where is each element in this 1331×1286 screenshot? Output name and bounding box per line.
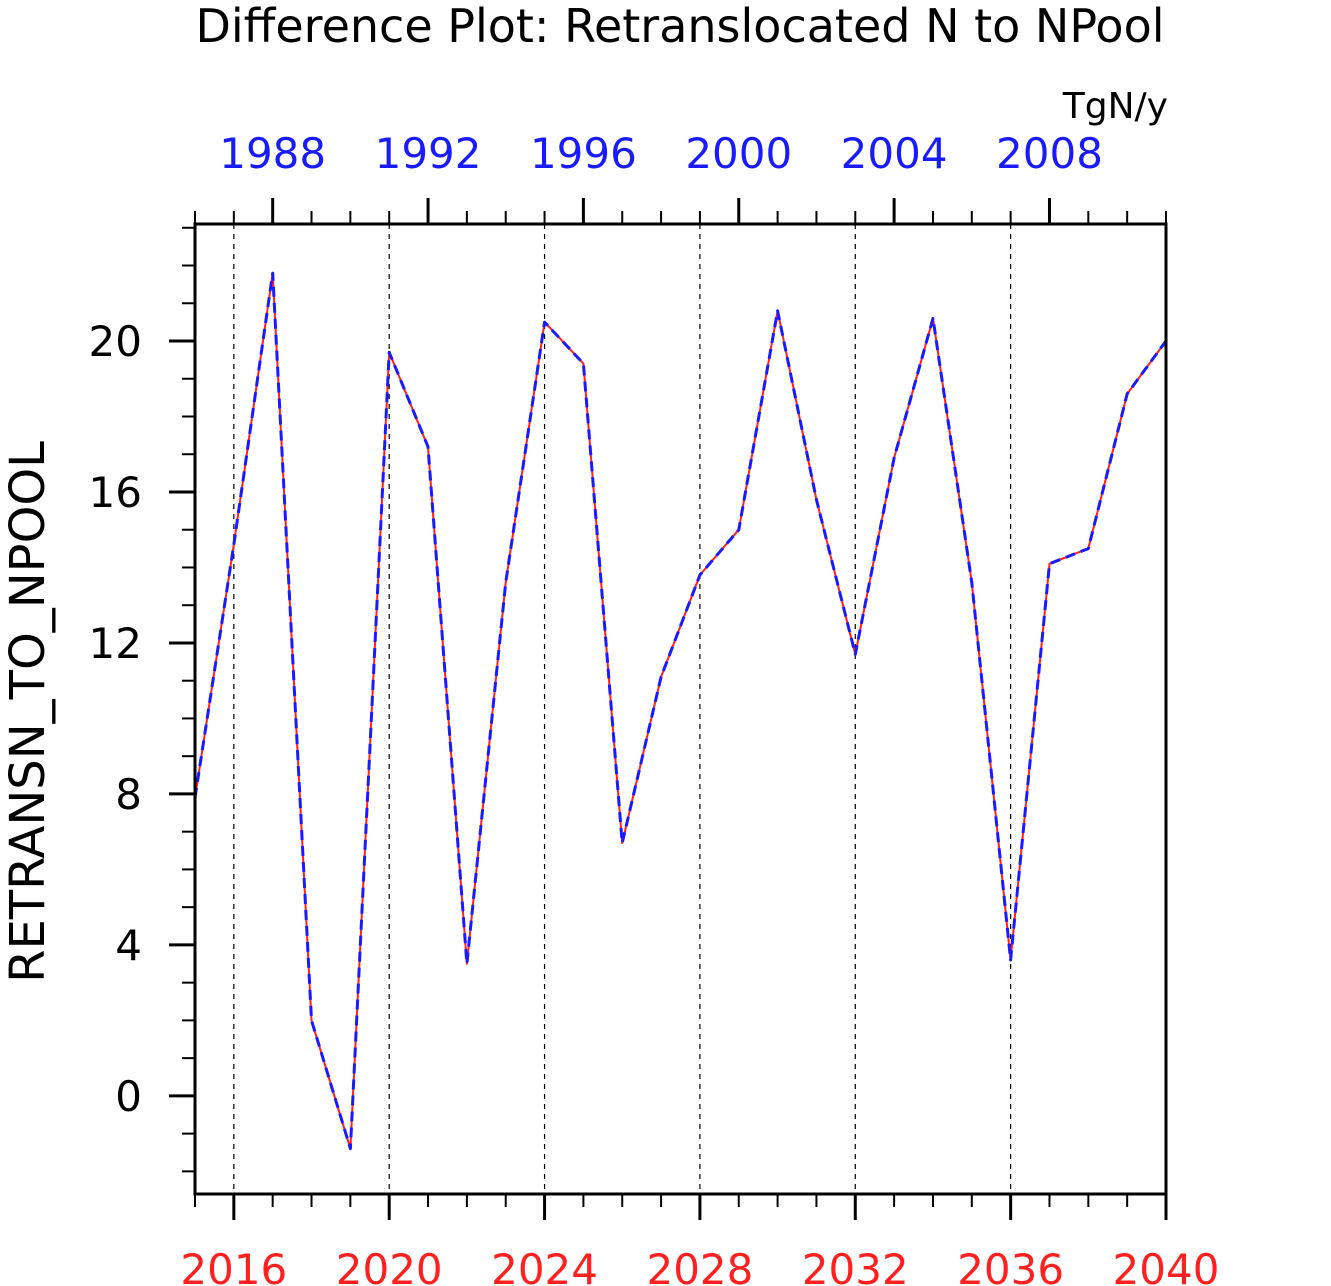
bottom-tick-label-2020: 2020: [336, 1245, 443, 1286]
y-tick-label-16: 16: [89, 468, 142, 517]
bottom-tick-label-2016: 2016: [180, 1245, 287, 1286]
top-tick-label-2008: 2008: [996, 129, 1103, 178]
y-tick-label-12: 12: [89, 619, 142, 668]
top-tick-label-2004: 2004: [841, 129, 948, 178]
y-axis-label: RETRANSN_TO_NPOOL: [0, 441, 56, 983]
y-tick-label-8: 8: [115, 770, 142, 819]
top-tick-label-1992: 1992: [375, 129, 482, 178]
series-lines: [193, 271, 1168, 1151]
gridlines: [233, 224, 1012, 1194]
bottom-tick-label-2024: 2024: [491, 1245, 598, 1286]
axis-ticks: [169, 198, 1168, 1220]
bottom-tick-label-2040: 2040: [1113, 1245, 1220, 1286]
top-tick-label-1996: 1996: [530, 129, 637, 178]
top-tick-label-1988: 1988: [219, 129, 326, 178]
y-tick-label-20: 20: [89, 317, 142, 366]
bottom-tick-label-2032: 2032: [802, 1245, 909, 1286]
chart-title: Difference Plot: Retranslocated N to NPo…: [195, 0, 1164, 53]
series-line-top-axis: [193, 271, 1168, 1151]
units-label: TgN/y: [1062, 86, 1168, 127]
bottom-tick-label-2036: 2036: [957, 1245, 1064, 1286]
plot-frame: [193, 222, 1168, 1196]
series-line-bottom-axis: [194, 272, 1167, 1150]
top-tick-label-2000: 2000: [685, 129, 792, 178]
y-tick-label-0: 0: [115, 1072, 142, 1121]
y-tick-label-4: 4: [115, 921, 142, 970]
bottom-tick-label-2028: 2028: [646, 1245, 753, 1286]
